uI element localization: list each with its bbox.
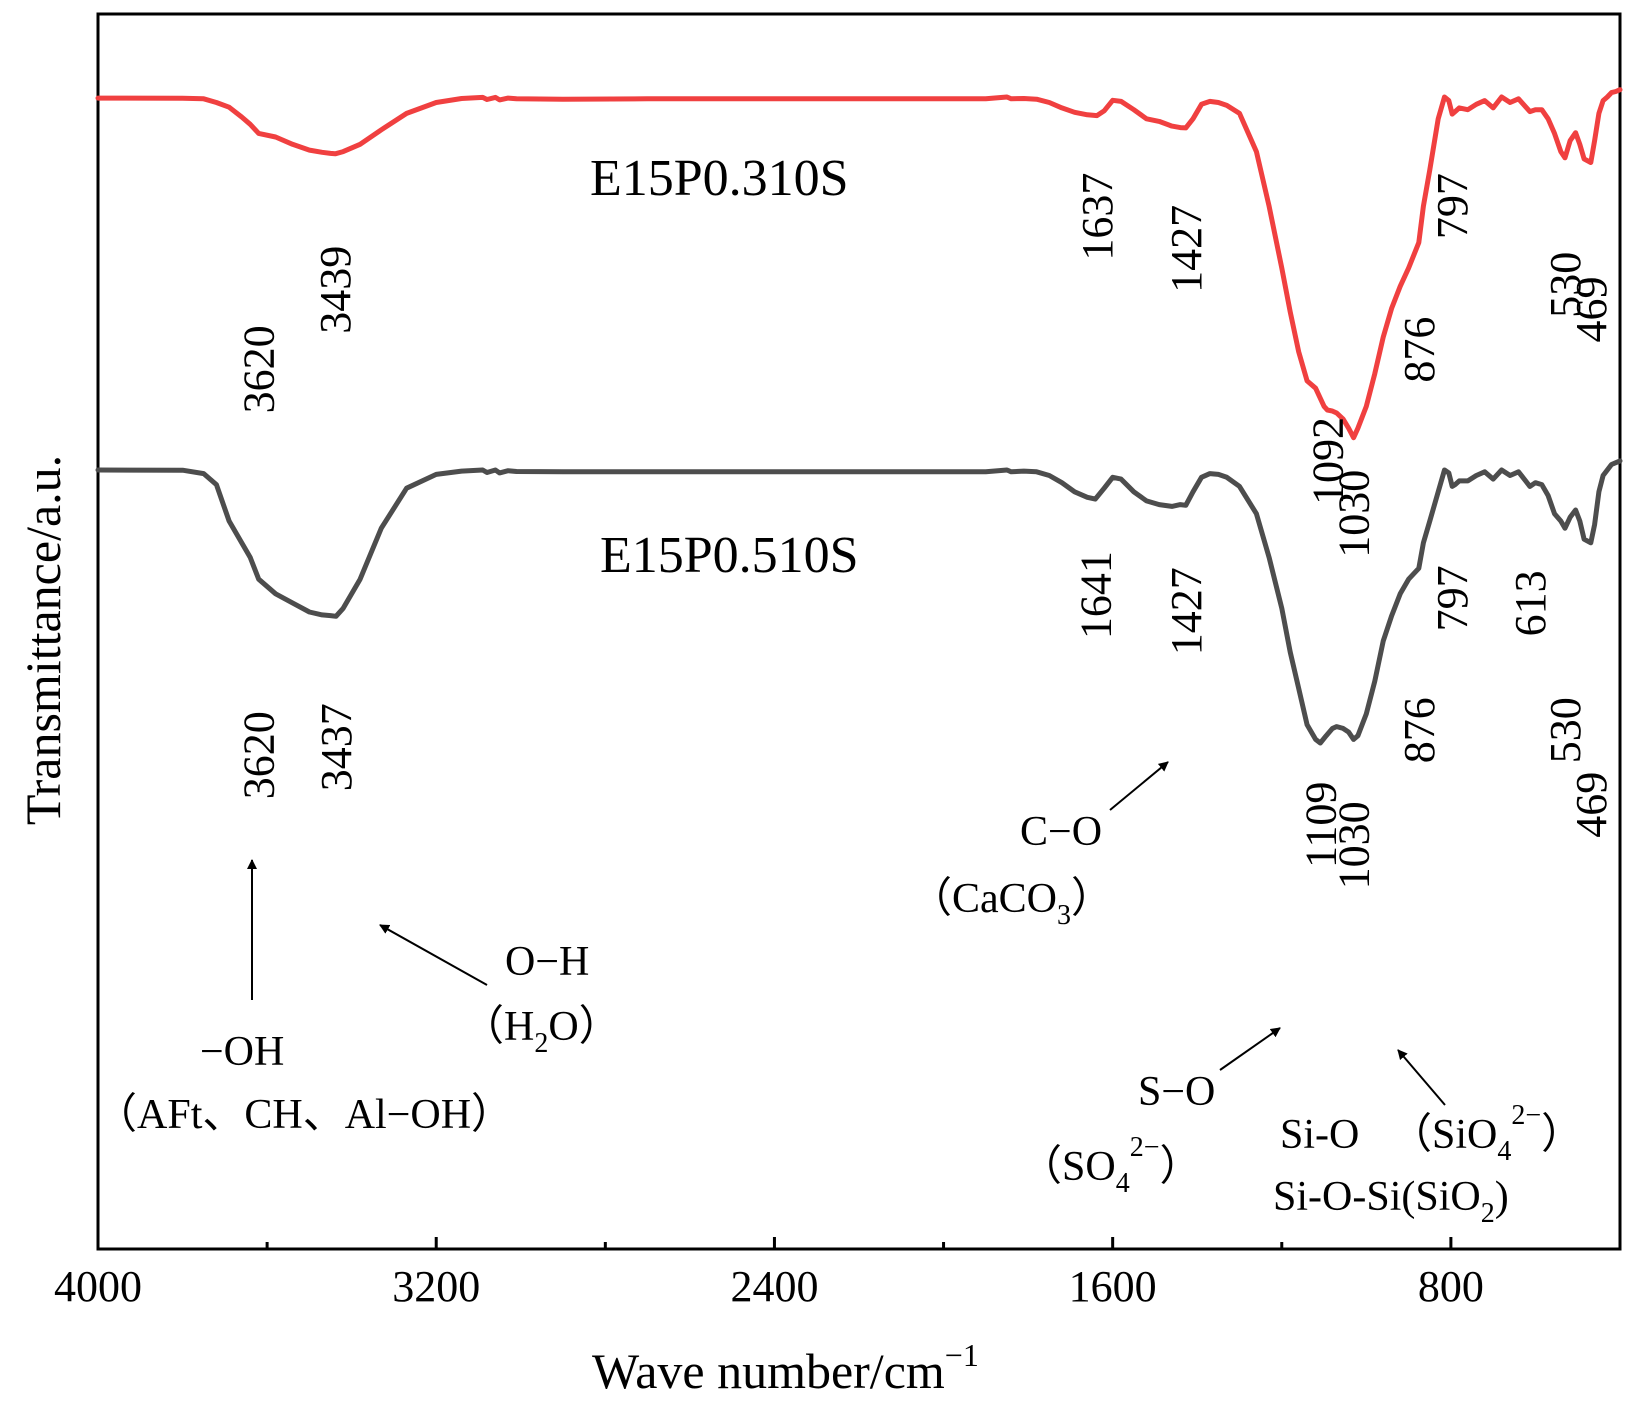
peak-label: 3437: [312, 703, 361, 791]
x-tick-label: 2400: [730, 1262, 818, 1311]
co-arrow: [1109, 761, 1169, 811]
series-label-e15p0-310s: E15P0.310S: [590, 150, 849, 207]
series-line-e15p0-510s: [95, 458, 1623, 746]
peak-label: 1092: [1303, 417, 1352, 505]
peak-label: 469: [1567, 772, 1616, 838]
peak-label: 3439: [311, 246, 360, 334]
x-tick-label: 3200: [392, 1262, 480, 1311]
x-axis-ticks: 4000 3200 2400 1600 800: [54, 1237, 1622, 1311]
series-label-e15p0-510s: E15P0.510S: [600, 527, 859, 584]
peak-label: 1637: [1073, 173, 1122, 261]
peak-label: 530: [1541, 697, 1590, 763]
peak-label: 797: [1428, 565, 1477, 631]
peak-label: 530: [1541, 252, 1590, 318]
sio-annotation-line2: Si-O-Si(SiO2): [1273, 1174, 1509, 1229]
oh-annotation-line2: （AFt、CH、Al−OH）: [95, 1092, 513, 1138]
co-annotation-line2: （CaCO3）: [910, 876, 1113, 931]
plot-frame: [96, 12, 1622, 1251]
water-arrow: [379, 924, 488, 986]
peak-label: 1109: [1296, 782, 1345, 868]
peak-label: 613: [1506, 570, 1555, 636]
peak-label: 876: [1395, 697, 1444, 763]
peak-label: 797: [1428, 173, 1477, 239]
x-axis-title: Wave number/cm−1: [592, 1337, 979, 1399]
peak-label: 876: [1395, 317, 1444, 383]
series-group: [95, 87, 1623, 746]
peak-label: 1030: [1330, 801, 1379, 889]
y-axis-title: Transmittance/a.u.: [15, 455, 71, 825]
peak-label: 1030: [1330, 470, 1379, 558]
water-annotation-line2: （H2O）: [462, 1004, 621, 1059]
so-annotation-line1: S−O: [1138, 1069, 1215, 1115]
sio-annotation-line1: Si-O: [1280, 1112, 1359, 1158]
peak-label: 1427: [1162, 205, 1211, 293]
so-arrow: [1219, 1027, 1281, 1071]
peak-label: 3620: [235, 325, 284, 413]
sio4-arrow: [1397, 1049, 1446, 1106]
peak-label: 1641: [1071, 551, 1120, 639]
co-annotation-line1: C−O: [1020, 809, 1102, 855]
x-tick-label: 4000: [54, 1262, 142, 1311]
peak-label: 3620: [235, 711, 284, 799]
oh-annotation-line1: −OH: [200, 1029, 284, 1075]
series-line-e15p0-310s: [95, 87, 1623, 441]
water-annotation-line1: O−H: [505, 939, 589, 985]
x-tick-label: 1600: [1069, 1262, 1157, 1311]
peak-label: 469: [1567, 277, 1616, 343]
x-tick-label: 800: [1418, 1262, 1484, 1311]
sio4-annotation: （SiO42−）: [1390, 1100, 1583, 1167]
so-annotation-line2: （SO42−）: [1020, 1132, 1202, 1199]
peak-label: 1427: [1162, 567, 1211, 655]
